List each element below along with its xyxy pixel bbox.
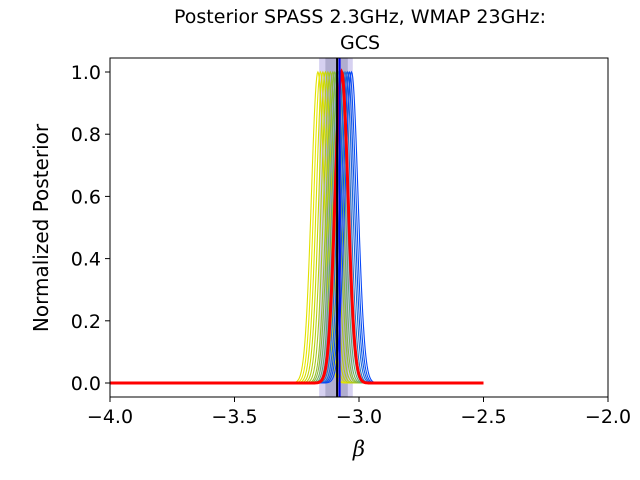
x-tick-label: −2.0 [585,406,631,428]
posterior-curve-3 [110,70,484,384]
posterior-curve-4 [110,70,484,384]
posterior-curve-16 [110,70,484,384]
y-tick-label: 0.8 [71,124,101,146]
posterior-curve-17 [110,70,484,384]
posterior-curve-15 [110,70,484,384]
posterior-curve-10 [110,70,484,384]
posterior-curve-2 [110,70,484,384]
x-tick-label: −2.5 [460,406,506,428]
chart-title: Posterior SPASS 2.3GHz, WMAP 23GHz: [174,6,546,28]
chart-title-line2: GCS [340,32,380,54]
x-tick-label: −3.0 [336,406,382,428]
posterior-curve-6 [110,70,484,384]
plot-area [110,58,484,397]
y-tick-label: 0.6 [71,186,101,208]
posterior-curve-1 [110,70,484,384]
y-tick-label: 1.0 [71,62,101,84]
y-tick-label: 0.4 [71,249,101,271]
y-axis-label: Normalized Posterior [29,123,53,332]
y-tick-label: 0.0 [71,373,101,395]
posterior-curve-5 [110,70,484,384]
x-tick-label: −4.0 [87,406,133,428]
x-axis: −4.0 −3.5 −3.0 −2.5 −2.0 [87,397,631,428]
posterior-curve-12 [110,70,484,384]
posterior-curve-13 [110,70,484,384]
x-axis-label: β [352,437,365,461]
y-axis: 0.0 0.2 0.4 0.6 0.8 1.0 [71,62,110,395]
posterior-curve-highlight [110,68,484,385]
posterior-curve-9 [110,70,484,384]
posterior-curve-11 [110,70,484,384]
x-tick-label: −3.5 [211,406,257,428]
posterior-curve-14 [110,70,484,384]
posterior-curve-8 [110,70,484,384]
posterior-curve-7 [110,70,484,384]
y-tick-label: 0.2 [71,311,101,333]
